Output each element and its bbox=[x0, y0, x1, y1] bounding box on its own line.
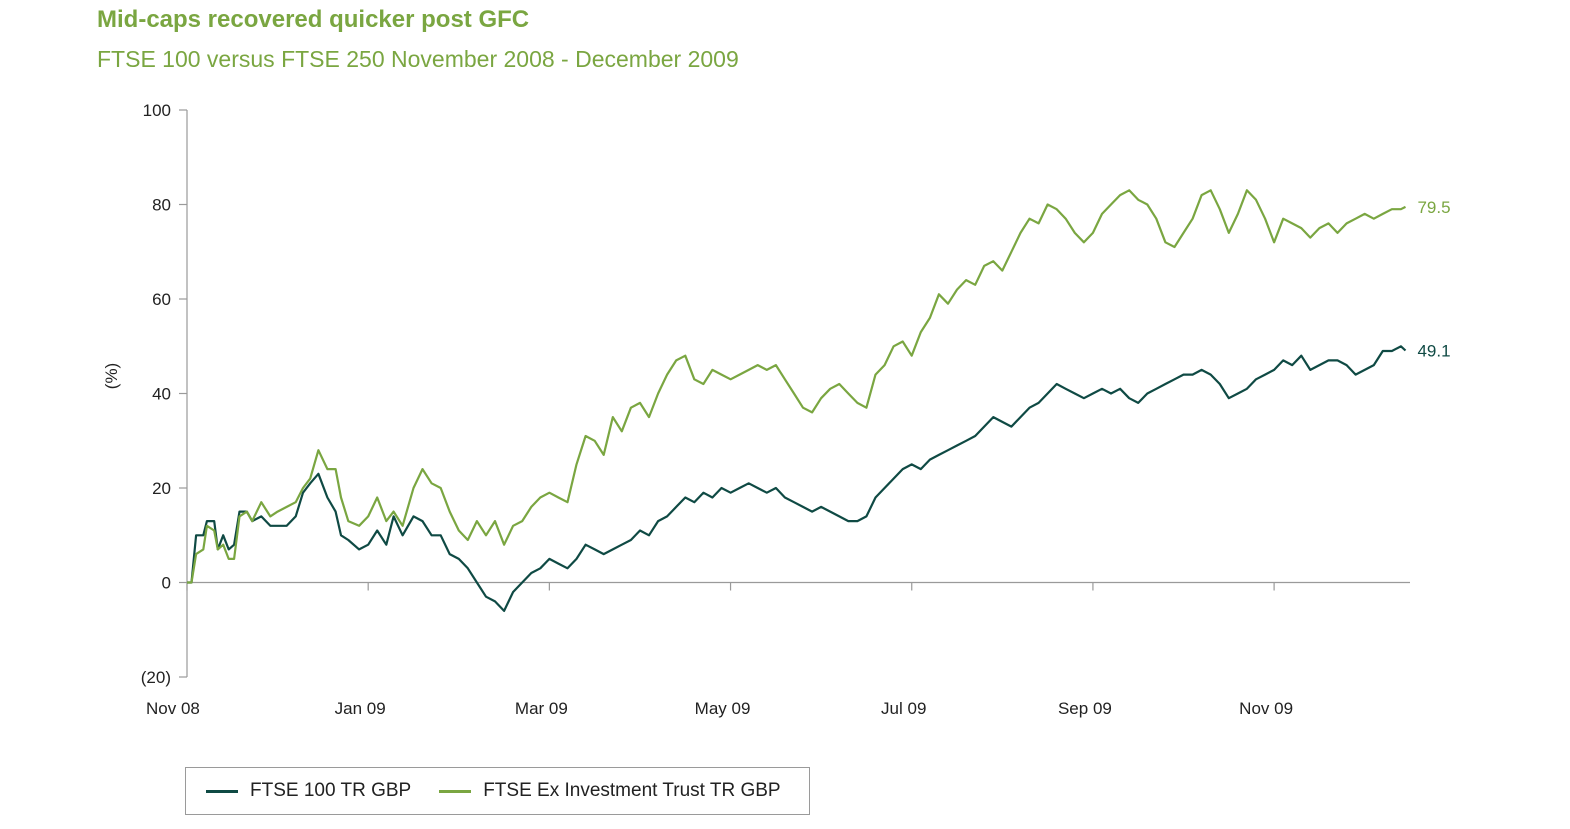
legend-item-ftse100: FTSE 100 TR GBP bbox=[206, 780, 411, 802]
series-layer: 49.1 79.5 bbox=[187, 189, 1451, 612]
chart-title: Mid-caps recovered quicker post GFC bbox=[97, 6, 530, 33]
legend-label-ftse250: FTSE Ex Investment Trust TR GBP bbox=[483, 780, 781, 801]
x-tick-label: Nov 09 bbox=[1239, 699, 1293, 718]
x-tick-label: May 09 bbox=[695, 699, 751, 718]
y-tick-label: 0 bbox=[162, 574, 171, 593]
y-tick-label: 20 bbox=[152, 479, 171, 498]
y-tick-label: 60 bbox=[152, 290, 171, 309]
legend: FTSE 100 TR GBP FTSE Ex Investment Trust… bbox=[185, 767, 810, 815]
x-tick-label: Sep 09 bbox=[1058, 699, 1112, 718]
end-value-label-ftse100: 49.1 bbox=[1417, 342, 1450, 361]
legend-swatch-ftse100 bbox=[206, 789, 238, 793]
legend-swatch-ftse250 bbox=[439, 789, 472, 793]
x-tick-label: Jul 09 bbox=[881, 699, 926, 718]
series-line-ftse250 bbox=[187, 189, 1406, 584]
y-axis-label: (%) bbox=[102, 363, 121, 389]
x-tick-label: Jan 09 bbox=[335, 699, 386, 718]
legend-label-ftse100: FTSE 100 TR GBP bbox=[250, 780, 412, 801]
x-tick-label: Mar 09 bbox=[515, 699, 568, 718]
chart-subtitle: FTSE 100 versus FTSE 250 November 2008 -… bbox=[97, 46, 739, 72]
y-tick-label: 40 bbox=[152, 385, 171, 404]
x-tick-label: Nov 08 bbox=[146, 699, 200, 718]
y-tick-label: (20) bbox=[141, 668, 171, 687]
series-line-ftse100 bbox=[187, 345, 1407, 612]
y-tick-label: 80 bbox=[152, 196, 171, 215]
chart-axes: 100 80 60 40 20 0 (20) Nov 08 Jan 09 Mar 09 May 09… bbox=[141, 101, 1410, 718]
legend-item-ftse250: FTSE Ex Investment Trust TR GBP bbox=[439, 780, 781, 802]
end-value-label-ftse250: 79.5 bbox=[1417, 198, 1450, 217]
line-chart: 100 80 60 40 20 0 (20) Nov 08 Jan 09 Mar 09 May 09… bbox=[102, 101, 1451, 718]
y-tick-label: 100 bbox=[143, 101, 171, 120]
